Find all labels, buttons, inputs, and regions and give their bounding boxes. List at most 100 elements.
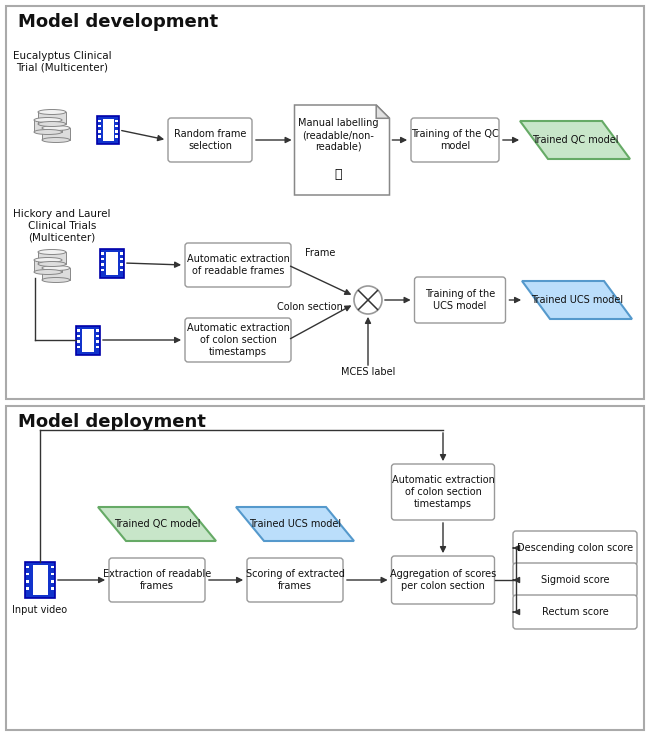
- FancyBboxPatch shape: [185, 318, 291, 362]
- Text: Trained QC model: Trained QC model: [114, 519, 200, 529]
- Bar: [77, 345, 80, 348]
- Text: Frame: Frame: [305, 248, 335, 258]
- Text: MCES label: MCES label: [341, 367, 395, 377]
- Text: Extraction of readable
frames: Extraction of readable frames: [103, 569, 211, 591]
- Bar: [101, 258, 104, 260]
- Bar: [26, 565, 29, 568]
- Bar: [101, 263, 104, 266]
- Ellipse shape: [34, 258, 62, 263]
- Ellipse shape: [38, 110, 66, 115]
- FancyBboxPatch shape: [185, 243, 291, 287]
- Text: Trained QC model: Trained QC model: [532, 135, 618, 145]
- Bar: [96, 329, 99, 331]
- Bar: [38, 112, 66, 124]
- FancyBboxPatch shape: [391, 464, 495, 520]
- Bar: [100, 249, 124, 277]
- Bar: [6, 6, 644, 399]
- Text: Random frame
selection: Random frame selection: [174, 130, 246, 151]
- Polygon shape: [520, 121, 630, 159]
- Text: Trained UCS model: Trained UCS model: [531, 295, 623, 305]
- Bar: [103, 119, 114, 141]
- FancyBboxPatch shape: [513, 531, 637, 565]
- Text: Input video: Input video: [12, 605, 68, 615]
- Bar: [26, 580, 29, 582]
- Polygon shape: [294, 105, 389, 195]
- Ellipse shape: [38, 121, 66, 127]
- Text: Manual labelling
(readable/non-
readable): Manual labelling (readable/non- readable…: [298, 118, 378, 152]
- Polygon shape: [236, 507, 354, 541]
- Bar: [115, 119, 118, 122]
- Ellipse shape: [42, 126, 70, 130]
- Bar: [101, 252, 104, 255]
- Bar: [96, 334, 99, 337]
- Bar: [97, 116, 119, 144]
- Bar: [96, 340, 99, 342]
- Text: Aggregation of scores
per colon section: Aggregation of scores per colon section: [390, 569, 496, 591]
- Ellipse shape: [34, 118, 62, 122]
- Text: Model development: Model development: [18, 13, 218, 31]
- Bar: [120, 263, 123, 266]
- Text: Automatic extraction
of colon section
timestamps: Automatic extraction of colon section ti…: [187, 323, 289, 357]
- FancyBboxPatch shape: [109, 558, 205, 602]
- Bar: [51, 587, 54, 590]
- Ellipse shape: [38, 261, 66, 266]
- Bar: [51, 580, 54, 582]
- Bar: [120, 269, 123, 271]
- Ellipse shape: [42, 138, 70, 143]
- Ellipse shape: [38, 250, 66, 255]
- FancyBboxPatch shape: [411, 118, 499, 162]
- Polygon shape: [98, 507, 216, 541]
- Text: Training of the QC
model: Training of the QC model: [411, 130, 499, 151]
- FancyBboxPatch shape: [168, 118, 252, 162]
- Ellipse shape: [42, 266, 70, 271]
- Bar: [26, 587, 29, 590]
- Text: Trained UCS model: Trained UCS model: [249, 519, 341, 529]
- Bar: [25, 562, 55, 598]
- Text: Scoring of extracted
frames: Scoring of extracted frames: [246, 569, 344, 591]
- Bar: [106, 252, 118, 275]
- Bar: [96, 345, 99, 348]
- Text: Automatic extraction
of readable frames: Automatic extraction of readable frames: [187, 254, 289, 276]
- Ellipse shape: [34, 269, 62, 275]
- FancyBboxPatch shape: [391, 556, 495, 604]
- FancyBboxPatch shape: [415, 277, 506, 323]
- Bar: [6, 406, 644, 730]
- Bar: [51, 573, 54, 576]
- Text: Training of the
UCS model: Training of the UCS model: [425, 289, 495, 311]
- Bar: [115, 130, 118, 132]
- Bar: [120, 252, 123, 255]
- Ellipse shape: [34, 130, 62, 135]
- Polygon shape: [522, 281, 632, 319]
- FancyBboxPatch shape: [513, 595, 637, 629]
- Text: Descending colon score: Descending colon score: [517, 543, 633, 553]
- Bar: [32, 565, 47, 595]
- Text: 🧍: 🧍: [334, 169, 342, 182]
- Bar: [34, 120, 62, 132]
- Bar: [38, 252, 66, 264]
- Text: Eucalyptus Clinical
Trial (Multicenter): Eucalyptus Clinical Trial (Multicenter): [13, 52, 111, 73]
- Bar: [82, 328, 94, 352]
- Text: Colon section: Colon section: [277, 302, 343, 312]
- Text: Model deployment: Model deployment: [18, 413, 206, 431]
- Bar: [76, 325, 100, 355]
- Text: Hickory and Laurel
Clinical Trials
(Multicenter): Hickory and Laurel Clinical Trials (Mult…: [13, 210, 111, 243]
- Bar: [77, 340, 80, 342]
- Bar: [42, 268, 70, 280]
- Text: Rectum score: Rectum score: [541, 607, 608, 617]
- Bar: [98, 135, 101, 138]
- FancyBboxPatch shape: [247, 558, 343, 602]
- Bar: [115, 135, 118, 138]
- FancyBboxPatch shape: [513, 563, 637, 597]
- Text: Sigmoid score: Sigmoid score: [541, 575, 609, 585]
- Bar: [98, 124, 101, 127]
- Bar: [115, 124, 118, 127]
- Bar: [26, 573, 29, 576]
- Polygon shape: [376, 105, 389, 118]
- Bar: [77, 329, 80, 331]
- Bar: [51, 565, 54, 568]
- Bar: [98, 119, 101, 122]
- Bar: [101, 269, 104, 271]
- Ellipse shape: [42, 277, 70, 283]
- Circle shape: [354, 286, 382, 314]
- Bar: [34, 260, 62, 272]
